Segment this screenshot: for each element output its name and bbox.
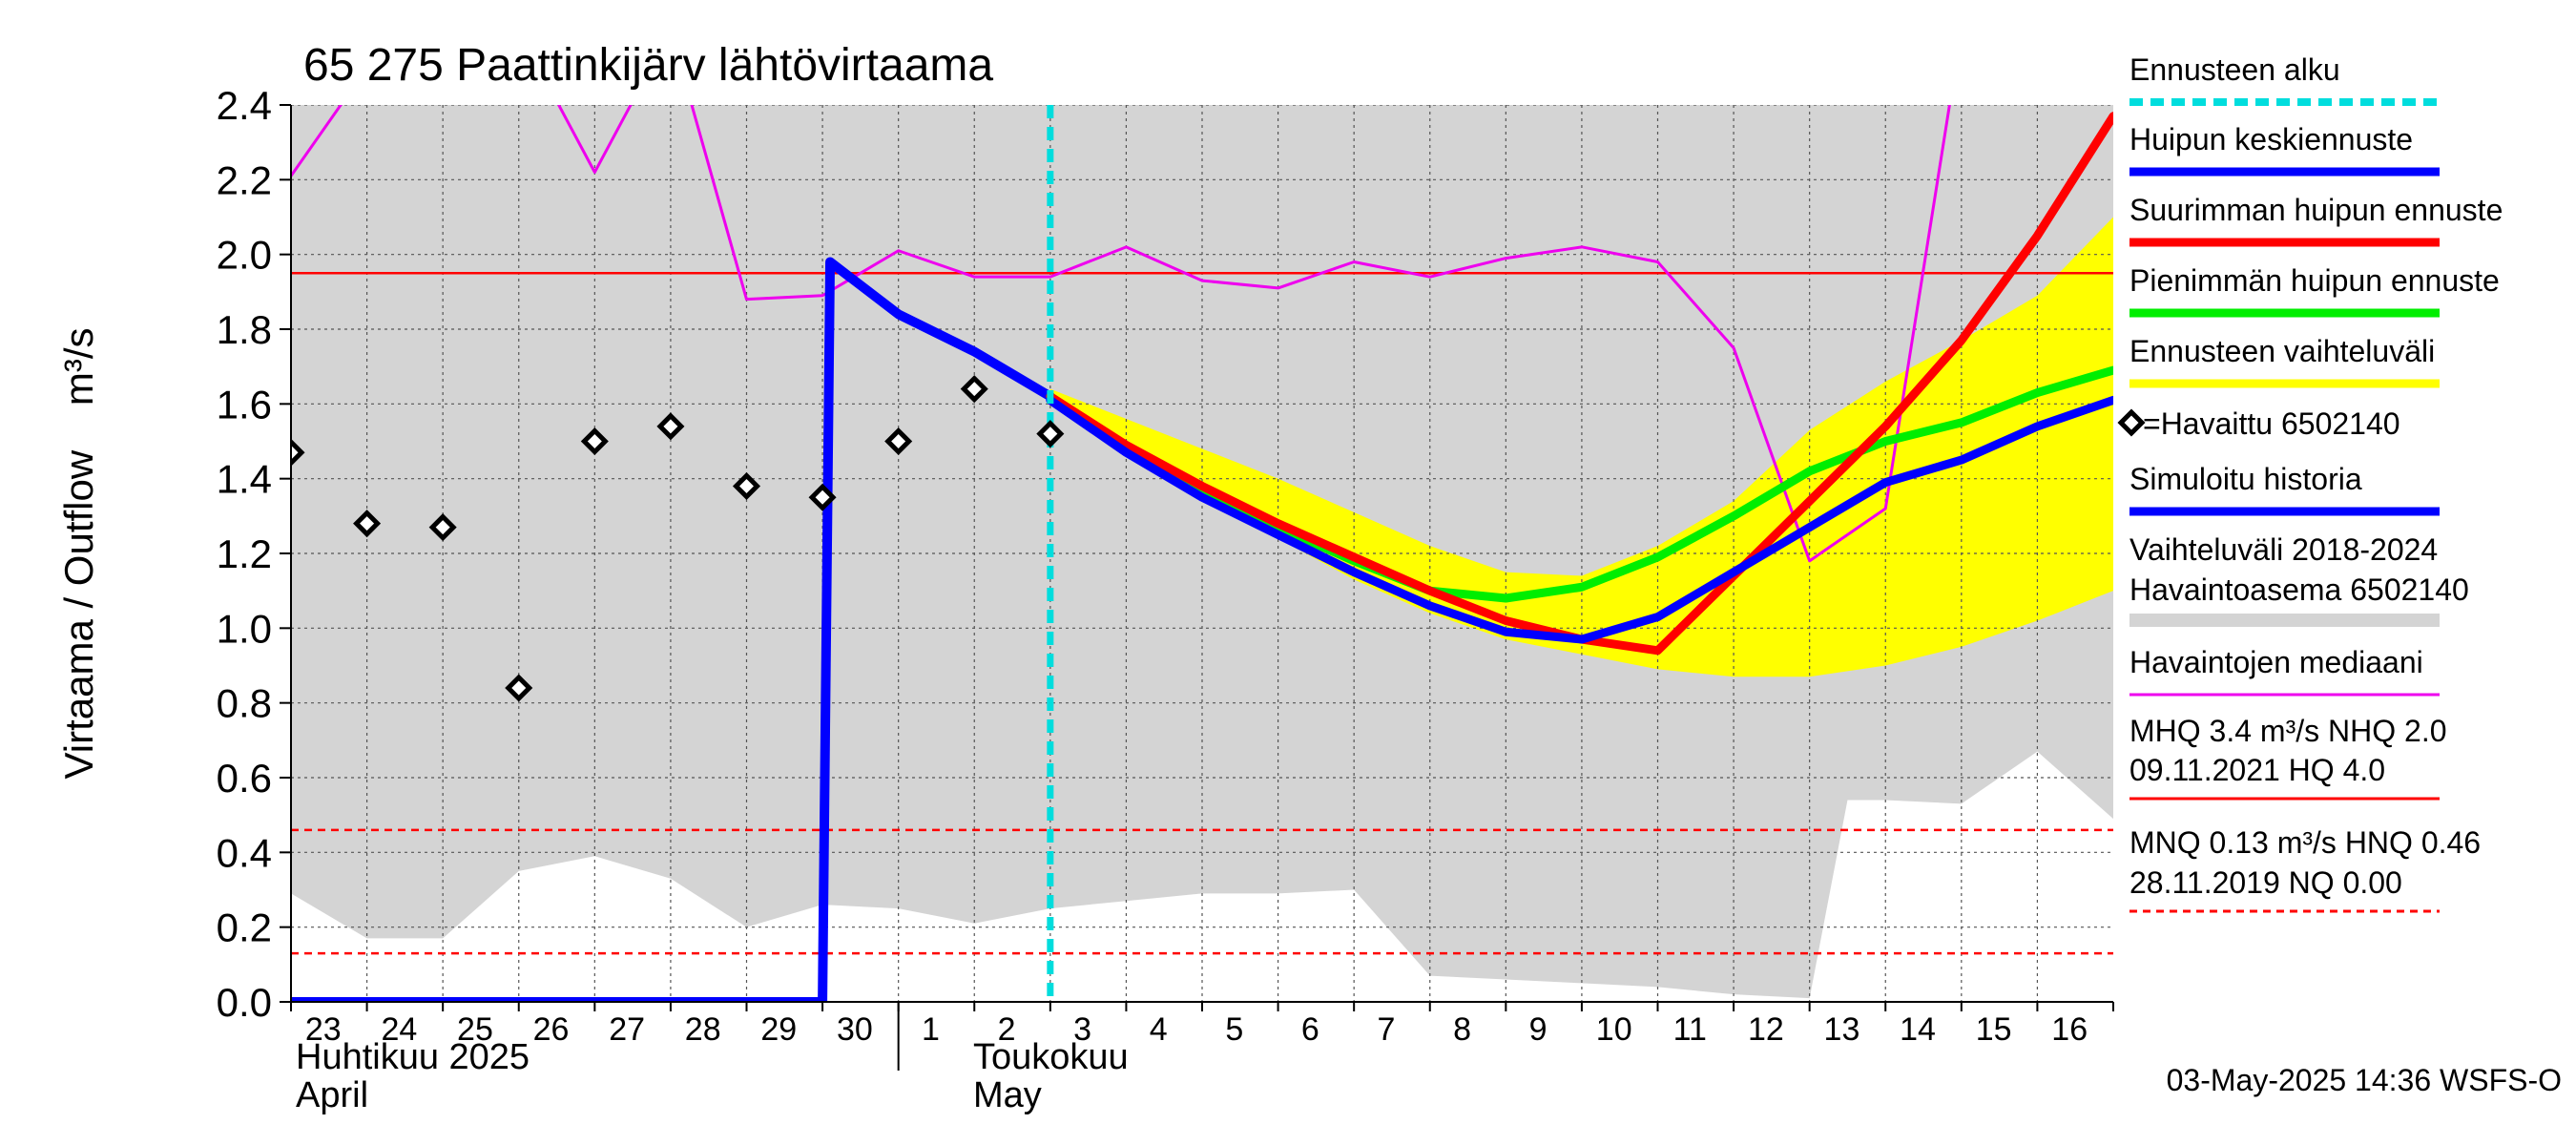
legend-mnq-line1: MNQ 0.13 m³/s HNQ 0.46 — [2129, 825, 2481, 860]
observed-point — [884, 427, 913, 456]
y-tick-label: 0.8 — [217, 681, 272, 726]
observed-point — [353, 510, 382, 538]
x-tick-label: 3 — [1073, 1011, 1091, 1048]
x-tick-label: 16 — [2051, 1011, 2088, 1048]
series-line-0 — [291, 105, 1951, 563]
x-tick-label: 25 — [457, 1011, 493, 1048]
y-tick-label: 1.2 — [217, 531, 272, 576]
x-tick-label: 7 — [1377, 1011, 1395, 1048]
series-line-4 — [1046, 395, 2113, 644]
y-tick-label: 0.2 — [217, 906, 272, 950]
y-tick-label: 1.6 — [217, 382, 272, 427]
x-tick-label: 14 — [1900, 1011, 1936, 1048]
legend-observed-marker — [2117, 408, 2146, 437]
month-label-april-en: April — [296, 1075, 368, 1115]
legend-range-line1: Vaihteluväli 2018-2024 — [2129, 532, 2438, 567]
chart-title: 65 275 Paattinkijärv lähtövirtaama — [303, 40, 993, 91]
x-tick-label: 5 — [1225, 1011, 1243, 1048]
forecast-range-area — [1049, 217, 2113, 677]
legend-mean-peak: Huipun keskiennuste — [2129, 122, 2413, 156]
observed-point — [960, 375, 988, 404]
legend-forecast-range: Ennusteen vaihteluväli — [2129, 334, 2435, 368]
x-tick-label: 10 — [1596, 1011, 1632, 1048]
month-label-april-fi: Huhtikuu 2025 — [296, 1037, 530, 1077]
y-axis-label: Virtaama / Outflow m³/s — [56, 327, 101, 779]
legend-mhq-line1: MHQ 3.4 m³/s NHQ 2.0 — [2129, 714, 2447, 748]
legend-mhq-line2: 09.11.2021 HQ 4.0 — [2129, 753, 2385, 787]
x-tick-label: 11 — [1673, 1011, 1707, 1048]
x-tick-label: 26 — [533, 1011, 570, 1048]
x-tick-label: 9 — [1529, 1011, 1548, 1048]
legend-mnq-line2: 28.11.2019 NQ 0.00 — [2129, 865, 2402, 900]
x-tick-label: 2 — [998, 1011, 1016, 1048]
observed-point — [732, 471, 761, 501]
observed-point — [808, 483, 837, 511]
month-label-may-fi: Toukokuu — [973, 1037, 1129, 1077]
legend-observed: =Havaittu 6502140 — [2143, 406, 2400, 441]
y-tick-label: 2.2 — [217, 157, 272, 202]
legend-range-line2: Havaintoasema 6502140 — [2129, 572, 2469, 607]
x-tick-label: 28 — [685, 1011, 721, 1048]
observed-point — [656, 412, 685, 441]
x-tick-label: 30 — [837, 1011, 873, 1048]
x-tick-label: 15 — [1976, 1011, 2012, 1048]
x-tick-label: 23 — [305, 1011, 342, 1048]
observed-point — [580, 427, 609, 456]
legend-max-peak: Suurimman huipun ennuste — [2129, 193, 2503, 227]
observed-point — [1036, 420, 1065, 448]
y-tick-label: 1.4 — [217, 457, 272, 502]
x-tick-label: 6 — [1301, 1011, 1319, 1048]
observed-point — [505, 674, 533, 702]
x-tick-label: 13 — [1824, 1011, 1860, 1048]
x-tick-label: 27 — [609, 1011, 645, 1048]
legend-min-peak: Pienimmän huipun ennuste — [2129, 263, 2500, 298]
y-tick-label: 1.8 — [217, 307, 272, 352]
y-tick-label: 0.0 — [217, 980, 272, 1025]
observed-point — [291, 438, 305, 467]
x-tick-label: 1 — [922, 1011, 940, 1048]
legend-simulated: Simuloitu historia — [2129, 462, 2362, 496]
x-tick-label: 29 — [760, 1011, 797, 1048]
footer-timestamp: 03-May-2025 14:36 WSFS-O — [2167, 1063, 2562, 1097]
observed-point — [428, 513, 457, 542]
legend-forecast-start: Ennusteen alku — [2129, 52, 2340, 87]
legend-median: Havaintojen mediaani — [2129, 645, 2423, 679]
x-tick-label: 4 — [1150, 1011, 1168, 1048]
y-tick-label: 1.0 — [217, 606, 272, 651]
series-line-1 — [291, 257, 1055, 1002]
y-tick-label: 0.4 — [217, 830, 272, 875]
x-tick-label: 8 — [1453, 1011, 1471, 1048]
month-label-may-en: May — [973, 1075, 1042, 1115]
y-tick-label: 0.6 — [217, 756, 272, 801]
x-tick-label: 24 — [381, 1011, 417, 1048]
x-tick-label: 12 — [1748, 1011, 1784, 1048]
y-tick-label: 2.4 — [217, 83, 272, 128]
y-tick-label: 2.0 — [217, 233, 272, 278]
